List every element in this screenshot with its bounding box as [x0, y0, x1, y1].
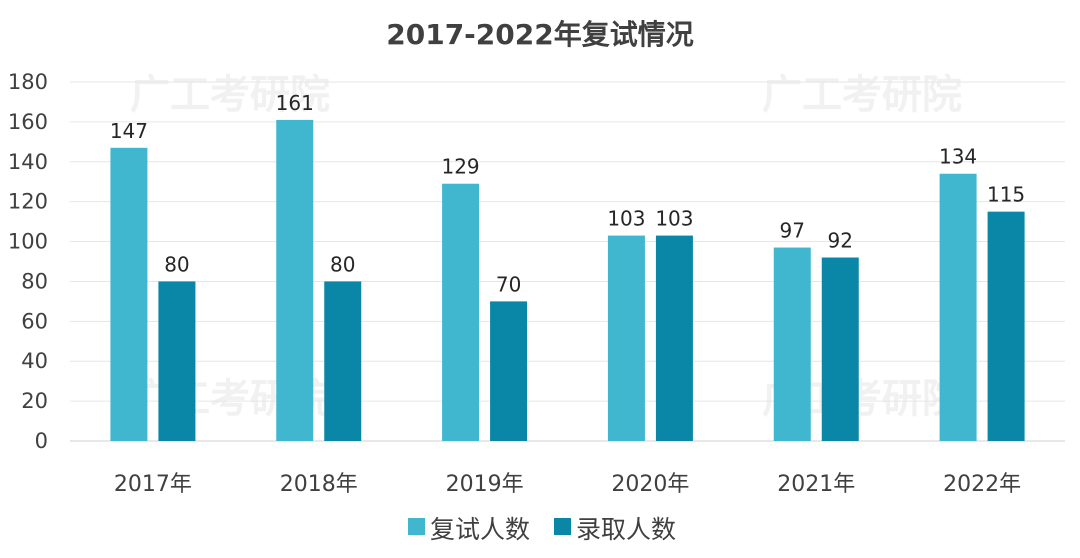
bar [939, 173, 977, 441]
bar [821, 257, 859, 441]
data-label: 97 [780, 219, 805, 243]
x-tick-label: 2022年 [943, 472, 1021, 497]
data-label: 134 [939, 145, 977, 169]
chart-title: 2017-2022年复试情况 [386, 18, 693, 51]
data-label: 161 [276, 91, 314, 115]
bar [324, 281, 362, 441]
x-tick-label: 2019年 [446, 472, 524, 497]
y-tick-label: 160 [8, 110, 48, 134]
y-tick-label: 180 [8, 70, 48, 94]
x-tick-label: 2017年 [114, 472, 192, 497]
y-tick-label: 40 [21, 349, 48, 373]
bar [987, 211, 1025, 441]
bar [607, 235, 645, 441]
data-labels: 147 80 161 80 129 70 103 103 97 92 134 115 [110, 91, 1025, 296]
legend-swatch [408, 518, 425, 535]
data-label: 115 [987, 183, 1025, 207]
bar [655, 235, 693, 441]
data-label: 70 [496, 272, 521, 296]
watermark-text: 广工考研院 [130, 72, 330, 118]
data-label: 80 [330, 252, 355, 276]
y-tick-label: 20 [21, 389, 48, 413]
bar [276, 119, 314, 442]
data-label: 129 [441, 155, 479, 179]
y-tick-label: 0 [35, 429, 48, 453]
y-tick-label: 60 [21, 309, 48, 333]
bar [773, 247, 811, 441]
x-tick-label: 2021年 [777, 472, 855, 497]
x-axis-ticks: 2017年 2018年 2019年 2020年 2021年 2022年 [114, 472, 1021, 497]
legend-label: 复试人数 [430, 515, 530, 544]
data-label: 103 [655, 207, 693, 231]
grid-lines [70, 81, 1065, 442]
watermark-text: 广工考研院 [762, 72, 962, 118]
y-axis-ticks: 0 20 40 60 80 100 120 140 160 180 [8, 70, 48, 453]
legend-label: 录取人数 [576, 515, 676, 544]
y-tick-label: 100 [8, 230, 48, 254]
bar [110, 147, 148, 442]
legend: 复试人数 录取人数 [408, 515, 676, 544]
data-label: 92 [828, 229, 853, 253]
bar [442, 183, 480, 441]
bars [110, 119, 1025, 442]
data-label: 147 [110, 119, 148, 143]
bar [490, 301, 528, 441]
y-tick-label: 80 [21, 269, 48, 293]
data-label: 80 [164, 252, 189, 276]
y-tick-label: 140 [8, 150, 48, 174]
x-tick-label: 2020年 [611, 472, 689, 497]
bar [158, 281, 196, 441]
x-tick-label: 2018年 [280, 472, 358, 497]
legend-swatch [554, 518, 571, 535]
data-label: 103 [607, 207, 645, 231]
y-tick-label: 120 [8, 190, 48, 214]
